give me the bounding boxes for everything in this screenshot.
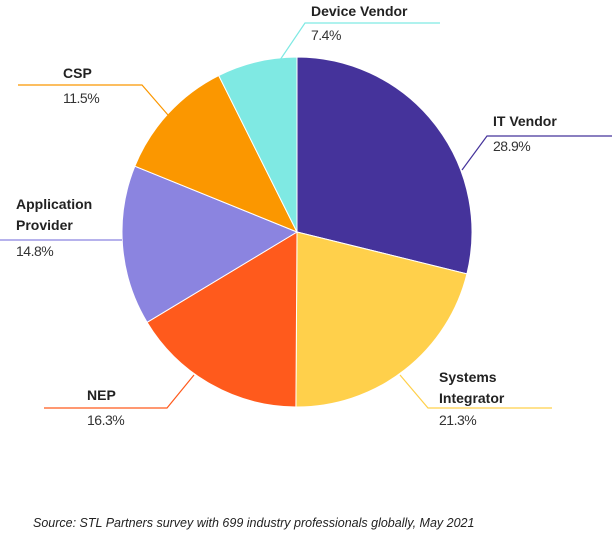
pct-device-vendor: 7.4%	[311, 27, 341, 43]
label-nep: NEP	[87, 387, 116, 403]
pie-slice-csp	[134, 74, 299, 233]
pct-it-vendor: 28.9%	[493, 138, 531, 154]
pie-slice-systems-integrator	[295, 231, 468, 408]
pct-csp: 11.5%	[63, 90, 100, 106]
leader-line-nep	[44, 374, 195, 409]
leader-line-device-vendor	[279, 22, 440, 61]
pie-slice-device-vendor	[218, 56, 298, 233]
label-application-provider: Application Provider	[16, 196, 93, 233]
pie-slice-it-vendor	[296, 56, 473, 275]
source-note: Source: STL Partners survey with 699 ind…	[33, 516, 475, 530]
label-systems-integrator: Systems Integrator	[439, 369, 505, 406]
leader-line-systems-integrator	[399, 374, 552, 409]
pie-slice-application-provider	[121, 165, 299, 324]
label-csp: CSP	[63, 65, 92, 81]
label-it-vendor: IT Vendor	[493, 113, 557, 129]
pct-nep: 16.3%	[87, 412, 125, 428]
leader-line-csp	[18, 84, 169, 116]
label-device-vendor: Device Vendor	[311, 3, 408, 19]
pct-application-provider: 14.8%	[16, 243, 54, 259]
leader-line-it-vendor	[461, 135, 612, 171]
pie-slice-nep	[146, 231, 298, 408]
pct-systems-integrator: 21.3%	[439, 412, 477, 428]
